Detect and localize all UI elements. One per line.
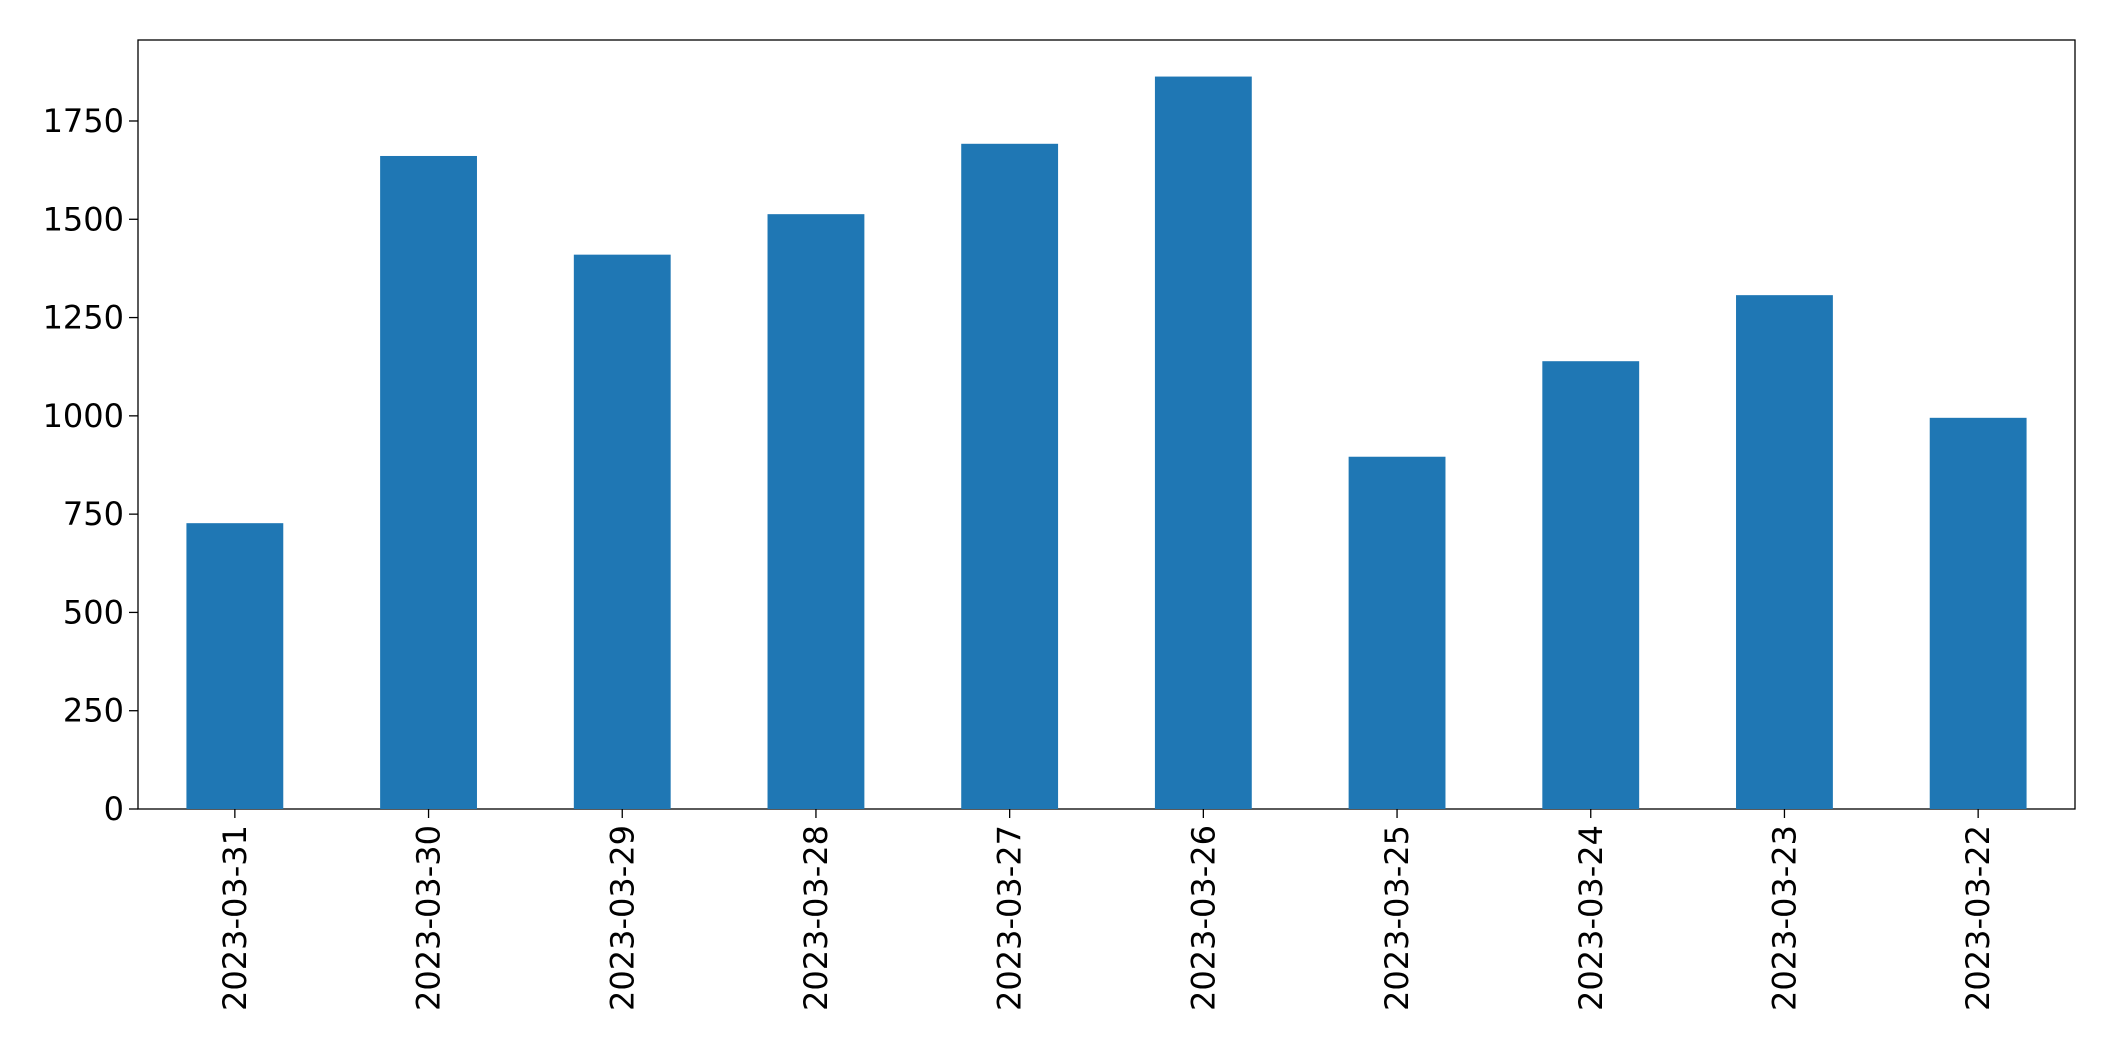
bar [573,254,671,809]
plot-frame [137,39,2076,810]
bar [1929,417,2027,809]
y-tick-label: 1500 [43,200,124,238]
bar [380,155,477,810]
bar [767,214,865,809]
x-tick-label: 2023-03-22 [1959,825,1997,1011]
x-tick-label: 2023-03-28 [797,825,835,1011]
y-tick-label: 750 [63,495,124,533]
bar [1348,456,1446,809]
bar [1154,76,1252,810]
y-tick-label: 1250 [43,299,124,337]
y-tick-label: 1000 [43,397,124,435]
y-tick-label: 500 [63,593,124,631]
y-tick-label: 0 [104,790,124,828]
bar [961,143,1059,810]
x-tick-label: 2023-03-23 [1765,825,1803,1011]
y-tick-label: 1750 [43,102,124,140]
y-tick-label: 250 [63,692,124,730]
x-tick-label: 2023-03-24 [1572,825,1610,1011]
x-tick-label: 2023-03-30 [410,825,448,1011]
bar [1736,295,1833,809]
x-tick-label: 2023-03-25 [1378,825,1416,1011]
bar [1542,361,1640,809]
x-tick-label: 2023-03-29 [603,825,641,1011]
x-tick-label: 2023-03-26 [1184,825,1222,1011]
x-tick-label: 2023-03-27 [991,825,1029,1011]
x-tick-label: 2023-03-31 [216,825,254,1011]
bar [186,523,284,809]
